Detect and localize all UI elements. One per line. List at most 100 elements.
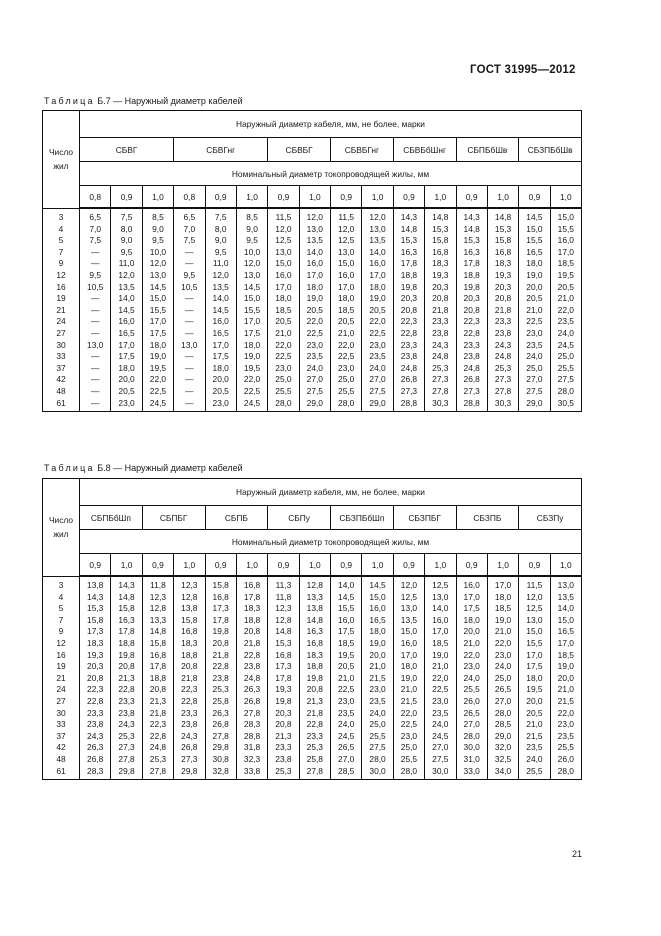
diameter-cell: 20,8 — [141, 684, 175, 696]
diameter-cell: 16,8 — [204, 591, 237, 604]
diameter-cell: 12,8 — [267, 614, 300, 627]
diameter-cell: 13,8 — [298, 603, 332, 615]
table-row: 27—16,5 17,5—16,5 17,5 21,0 22,5 21,0 22,5 22,8… — [42, 327, 583, 340]
diameter-cell: 22,3 — [141, 719, 175, 731]
diameter-cell: 20,0 — [361, 649, 394, 662]
diameter-cell: 23,5 — [518, 339, 551, 352]
diameter-cell: 21,5 — [549, 695, 583, 708]
diameter-cell: 22,5 — [424, 684, 457, 696]
diameter-cell: 28,3 — [78, 765, 112, 781]
diameter-cell: 20,5 — [549, 281, 583, 294]
diameter-cell: 25,5 — [267, 385, 300, 398]
diameter-cell: 25,0 — [392, 742, 426, 754]
table-row: 5 15,3 15,8 12,8 13,8 17,3 18,3 12,3 13,8 15,5 16,… — [42, 603, 583, 615]
diameter-cell: 32,5 — [486, 753, 520, 766]
diameter-cell: 25,5 — [329, 385, 363, 398]
diameter-cell: 13,0 — [329, 246, 363, 259]
diameter-cell: 12,5 — [424, 576, 457, 592]
cores-count-cell: 3 — [42, 576, 80, 592]
diameter-cell: 20,5 — [110, 385, 143, 398]
diameter-cell: 25,3 — [110, 730, 143, 743]
diameter-cell: 14,8 — [392, 223, 426, 236]
cores-count-cell: 24 — [42, 316, 80, 328]
diameter-cell: 13,0 — [173, 339, 206, 352]
diameter-cell: — — [78, 258, 112, 270]
diameter-cell: 16,3 — [298, 626, 332, 638]
diameter-cell: 31,0 — [455, 753, 488, 766]
diameter-cell: 27,5 — [361, 742, 394, 754]
diameter-cell: 16,0 — [298, 258, 332, 270]
table-row: 12 9,5 12,0 13,0 9,5 12,0 13,0 16,0 17,0 16,0 17,0… — [42, 269, 583, 282]
diameter-cell: 26,8 — [455, 374, 488, 386]
diameter-cell: 12,5 — [392, 591, 426, 604]
diameter-cell: 20,8 — [110, 661, 143, 673]
diameter-cell: 21,3 — [110, 672, 143, 685]
diameter-cell: 29,8 — [173, 765, 206, 781]
diameter-cell: 23,8 — [424, 327, 457, 340]
diameter-cell: 22,8 — [298, 719, 332, 731]
diameter-cell: 27,0 — [486, 695, 520, 708]
diameter-cell: 22,5 — [141, 385, 175, 398]
diameter-cell: 15,5 — [518, 235, 551, 247]
table-row: 21—14,5 15,5—14,5 15,5 18,5 20,5 18,5 20,5 20,8… — [42, 304, 583, 317]
diameter-cell: 22,8 — [110, 684, 143, 696]
diameter-cell: 22,8 — [204, 661, 237, 673]
header-row-nominal-title: Номинальный диаметр токопроводящей жилы,… — [43, 529, 582, 554]
diameter-cell: 8,0 — [110, 223, 143, 236]
size-header: 1,0 — [549, 553, 583, 577]
diameter-cell: 9,0 — [110, 235, 143, 247]
brand-header: СБВГ — [78, 137, 175, 162]
outer-diameter-header: Наружный диаметр кабеля, мм, не более, м… — [79, 110, 582, 138]
diameter-cell: 12,0 — [518, 591, 551, 604]
cores-count-cell: 3 — [42, 208, 80, 224]
diameter-cell: 17,0 — [329, 281, 363, 294]
diameter-cell: 27,5 — [549, 374, 583, 386]
diameter-cell: 20,3 — [78, 661, 112, 673]
table-row: 33 23,8 24,3 22,3 23,8 26,8 28,3 20,8 22,8 24,0 25… — [42, 719, 583, 731]
diameter-cell: 15,3 — [267, 637, 300, 650]
diameter-cell: 13,0 — [78, 339, 112, 352]
diameter-cell: 19,0 — [298, 293, 332, 305]
diameter-cell: 27,3 — [455, 385, 488, 398]
diameter-cell: 12,8 — [141, 603, 175, 615]
cores-count-cell: 42 — [42, 742, 80, 754]
diameter-cell: 22,5 — [267, 351, 300, 363]
diameter-cell: 24,3 — [173, 730, 206, 743]
diameter-cell: 18,0 — [361, 281, 394, 294]
diameter-cell: 22,5 — [329, 351, 363, 363]
diameter-cell: 18,3 — [78, 637, 112, 650]
diameter-cell: 17,3 — [78, 626, 112, 638]
diameter-cell: — — [78, 304, 112, 317]
diameter-cell: 14,0 — [424, 603, 457, 615]
diameter-cell: 23,8 — [110, 707, 143, 720]
diameter-cell: 23,8 — [235, 661, 269, 673]
cores-count-cell: 5 — [42, 235, 80, 247]
diameter-cell: 13,5 — [549, 591, 583, 604]
diameter-cell: 21,0 — [392, 684, 426, 696]
diameter-cell: 25,5 — [455, 684, 488, 696]
diameter-cell: 18,0 — [267, 293, 300, 305]
diameter-cell: 20,5 — [361, 304, 394, 317]
table-row: 19 20,3 20,8 17,8 20,8 22,8 23,8 17,3 18,8 20,5 21… — [42, 661, 583, 673]
cores-count-cell: 19 — [42, 293, 80, 305]
table-row: 48 26,8 27,8 25,3 27,3 30,8 32,3 23,8 25,8 27,0 28… — [42, 753, 583, 766]
diameter-cell: 15,5 — [141, 304, 175, 317]
nominal-diameter-header: Номинальный диаметр токопроводящей жилы,… — [79, 529, 582, 554]
diameter-cell: 29,0 — [361, 397, 394, 413]
diameter-cell: 28,5 — [486, 719, 520, 731]
table-row: 5 7,5 9,0 9,5 7,5 9,0 9,5 12,5 13,5 12,5 13,5 15,3 1… — [42, 235, 583, 247]
table-b7-caption: Таблица Б.7 — Наружный диаметр кабелей — [44, 96, 243, 106]
diameter-cell: 23,0 — [204, 397, 237, 413]
diameter-cell: 22,0 — [361, 316, 394, 328]
diameter-cell: 14,0 — [204, 293, 237, 305]
diameter-cell: 22,0 — [329, 339, 363, 352]
diameter-cell: 27,0 — [329, 753, 363, 766]
diameter-cell: 15,5 — [549, 223, 583, 236]
diameter-cell: 23,5 — [549, 316, 583, 328]
diameter-cell: 22,5 — [518, 316, 551, 328]
diameter-cell: 19,0 — [486, 614, 520, 627]
table-row: 3 13,8 14,3 11,8 12,3 15,8 16,8 11,3 12,8 14,0 14,… — [42, 576, 583, 592]
diameter-cell: 18,5 — [424, 637, 457, 650]
diameter-cell: 17,0 — [361, 269, 394, 282]
diameter-cell: 14,0 — [549, 603, 583, 615]
